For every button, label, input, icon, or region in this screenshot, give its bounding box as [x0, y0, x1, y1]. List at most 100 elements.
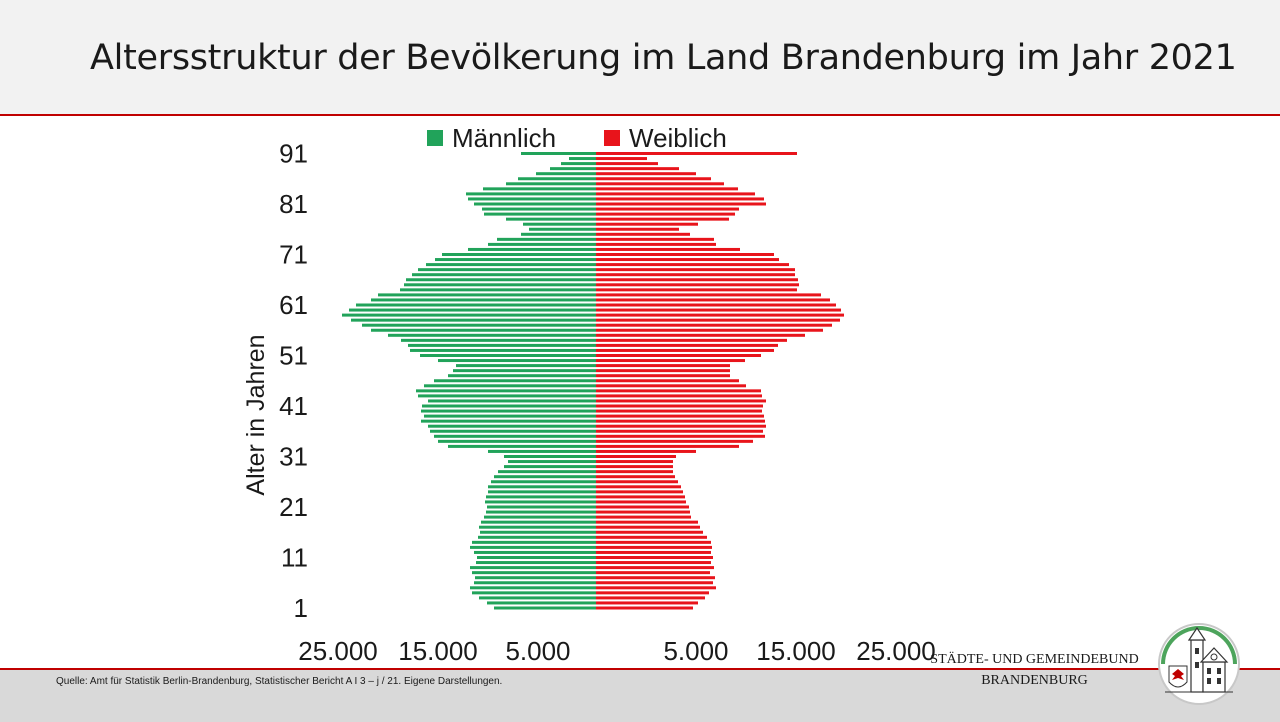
bar-female-age-16 [596, 530, 703, 534]
bar-female-age-12 [596, 550, 711, 554]
bar-female-age-58 [596, 318, 840, 322]
bar-male-age-76 [529, 227, 596, 231]
bar-male-age-69 [426, 263, 596, 267]
x-tick-label: 25.000 [856, 636, 936, 666]
bar-male-age-10 [476, 561, 596, 565]
bar-female-age-10 [596, 561, 711, 565]
y-tick-label: 51 [279, 341, 308, 371]
bar-female-age-62 [596, 298, 830, 302]
bar-male-age-25 [488, 485, 596, 489]
bar-female-age-73 [596, 242, 716, 246]
bar-female-age-44 [596, 389, 761, 393]
y-tick-label: 61 [279, 290, 308, 320]
organization-name: STÄDTE- UND GEMEINDEBUND BRANDENBURG [912, 649, 1157, 691]
bar-male-age-32 [488, 449, 596, 453]
bar-male-age-36 [430, 429, 596, 433]
bar-male-age-82 [468, 197, 596, 201]
bar-male-age-55 [388, 333, 596, 337]
bar-female-age-28 [596, 470, 673, 474]
bar-female-age-55 [596, 333, 805, 337]
bar-male-age-64 [400, 288, 596, 292]
bar-female-age-81 [596, 202, 766, 206]
bar-female-age-67 [596, 273, 795, 277]
legend-label-male: Männlich [452, 123, 556, 153]
bar-male-age-60 [349, 308, 596, 312]
bar-female-age-9 [596, 566, 714, 570]
organization-logo-icon [1158, 623, 1240, 705]
x-tick-label: 15.000 [756, 636, 836, 666]
bar-male-age-5 [470, 586, 596, 590]
bar-male-age-83 [466, 192, 596, 196]
bar-female-age-59 [596, 313, 844, 317]
bar-female-age-48 [596, 369, 730, 373]
bar-female-age-60 [596, 308, 841, 312]
legend-label-female: Weiblich [629, 123, 727, 153]
bar-female-age-56 [596, 328, 823, 332]
bar-female-age-43 [596, 394, 762, 398]
bar-male-age-11 [477, 556, 596, 559]
female-bars [596, 152, 844, 610]
bar-female-age-13 [596, 545, 712, 549]
bar-male-age-27 [494, 475, 596, 479]
bar-male-age-54 [401, 338, 596, 342]
bar-male-age-38 [421, 419, 596, 423]
bar-male-age-30 [508, 460, 596, 464]
bar-female-age-75 [596, 232, 690, 236]
bar-female-age-17 [596, 525, 700, 529]
bar-male-age-51 [420, 354, 596, 357]
bar-male-age-73 [488, 242, 596, 246]
x-tick-label: 5.000 [505, 636, 570, 666]
bar-male-age-18 [481, 520, 596, 524]
bar-male-age-19 [484, 515, 596, 519]
bar-female-age-85 [596, 182, 724, 186]
bar-female-age-15 [596, 535, 707, 539]
bar-male-age-41 [422, 404, 596, 408]
bar-male-age-78 [506, 217, 596, 221]
bar-male-age-8 [472, 571, 596, 575]
bar-male-age-65 [404, 283, 596, 287]
bar-male-age-45 [424, 384, 596, 388]
bar-male-age-42 [428, 399, 596, 403]
bar-female-age-42 [596, 399, 766, 403]
bar-female-age-41 [596, 404, 763, 408]
bar-male-age-72 [468, 247, 596, 251]
bar-female-age-68 [596, 268, 795, 272]
bar-male-age-43 [418, 394, 596, 398]
source-note: Quelle: Amt für Statistik Berlin-Branden… [56, 676, 503, 687]
footer-bar [0, 668, 1280, 722]
y-tick-label: 81 [279, 189, 308, 219]
bar-male-age-22 [485, 500, 596, 504]
bar-male-age-47 [448, 374, 596, 378]
bar-female-age-39 [596, 414, 764, 418]
bar-female-age-21 [596, 505, 689, 509]
bar-male-age-50 [438, 359, 596, 363]
bar-male-age-2 [487, 601, 596, 605]
x-tick-label: 25.000 [298, 636, 378, 666]
bar-female-age-61 [596, 303, 836, 307]
bar-male-age-13 [470, 545, 596, 549]
y-axis-label: Alter in Jahren [242, 334, 270, 495]
bar-female-age-53 [596, 343, 778, 347]
bar-male-age-61 [356, 303, 596, 307]
bar-male-age-48 [453, 369, 596, 373]
bar-male-age-44 [416, 389, 596, 393]
bar-female-age-24 [596, 490, 683, 494]
y-tick-label: 31 [279, 442, 308, 472]
bar-male-age-29 [504, 465, 596, 469]
bar-female-age-33 [596, 444, 739, 448]
bar-female-age-26 [596, 480, 678, 484]
bar-female-age-80 [596, 207, 739, 211]
bar-female-age-23 [596, 495, 685, 499]
bar-female-age-30 [596, 460, 673, 464]
bar-female-age-91 [596, 152, 797, 155]
bar-male-age-89 [561, 162, 596, 166]
bar-female-age-90 [596, 157, 647, 161]
bar-female-age-76 [596, 227, 679, 231]
bar-female-age-87 [596, 172, 696, 176]
bar-male-age-34 [438, 439, 596, 443]
bar-male-age-40 [421, 409, 596, 413]
bar-male-age-16 [480, 530, 596, 534]
bar-male-age-20 [486, 510, 596, 514]
bar-male-age-17 [479, 525, 596, 529]
